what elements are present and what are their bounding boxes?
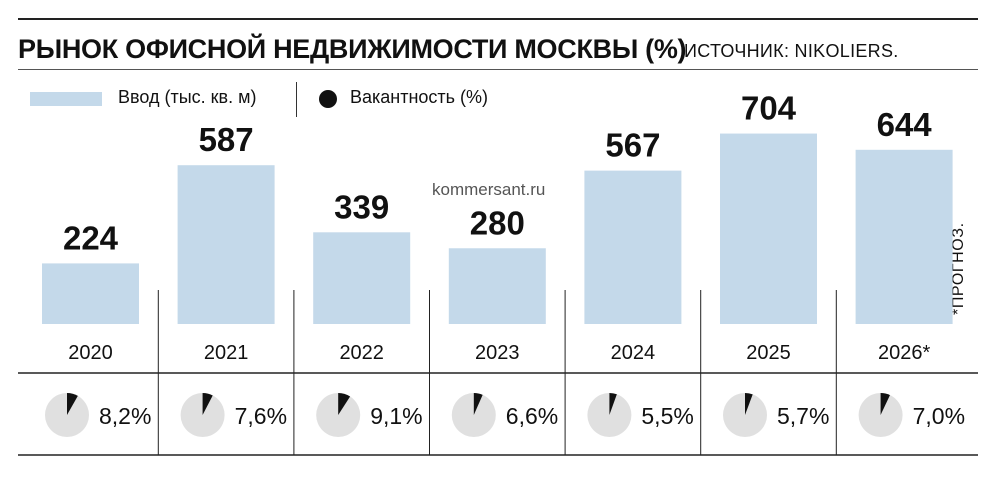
bar-2025 <box>720 133 817 324</box>
vacancy-value-label: 5,5% <box>641 403 693 429</box>
year-label: 2026* <box>878 342 930 364</box>
top-rule <box>18 18 978 20</box>
legend-vacancy-label: Вакантность (%) <box>350 87 489 107</box>
bar-value-label: 704 <box>741 90 797 127</box>
bar-value-label: 280 <box>470 204 525 241</box>
year-label: 2025 <box>746 342 791 364</box>
bar-2024 <box>584 170 682 324</box>
vacancy-pie-slice <box>880 393 890 415</box>
vacancy-value-label: 9,1% <box>370 403 422 429</box>
vacancy-pie-slice <box>338 393 351 415</box>
vacancy-pie-slice <box>202 393 213 415</box>
legend-divider <box>296 82 297 117</box>
bar-value-label: 587 <box>199 121 254 158</box>
legend-vacancy-icon <box>319 90 337 108</box>
legend-bar-swatch <box>30 92 102 106</box>
title-divider <box>18 69 978 70</box>
bar-2022 <box>313 232 411 324</box>
year-label: 2020 <box>68 342 113 364</box>
watermark: kommersant.ru <box>432 180 546 199</box>
vacancy-value-label: 7,6% <box>235 403 287 429</box>
vacancy-value-label: 8,2% <box>99 403 151 429</box>
vacancy-pie-slice <box>473 393 483 415</box>
vacancy-value-label: 5,7% <box>777 403 829 429</box>
year-label: 2022 <box>339 342 384 364</box>
year-label: 2023 <box>475 342 520 364</box>
vacancy-pie-slice <box>609 393 617 415</box>
chart-title: РЫНОК ОФИСНОЙ НЕДВИЖИМОСТИ МОСКВЫ (%) <box>18 34 687 64</box>
source-label: ИСТОЧНИК: NIKOLIERS. <box>684 41 899 61</box>
vacancy-pie-slice <box>67 393 78 415</box>
bar-2021 <box>177 165 275 324</box>
legend-bar-label: Ввод (тыс. кв. м) <box>118 87 257 107</box>
bar-2023 <box>448 248 546 324</box>
year-label: 2024 <box>611 342 656 364</box>
vacancy-value-label: 6,6% <box>506 403 558 429</box>
bar-2020 <box>42 263 139 324</box>
vacancy-value-label: 7,0% <box>913 403 965 429</box>
vacancy-pie-slice <box>745 393 753 415</box>
bar-value-label: 224 <box>63 219 119 256</box>
bar-value-label: 567 <box>605 127 660 164</box>
bar-2026* <box>855 149 953 324</box>
bar-value-label: 339 <box>334 188 389 225</box>
year-label: 2021 <box>204 342 249 364</box>
bar-value-label: 644 <box>877 106 933 143</box>
